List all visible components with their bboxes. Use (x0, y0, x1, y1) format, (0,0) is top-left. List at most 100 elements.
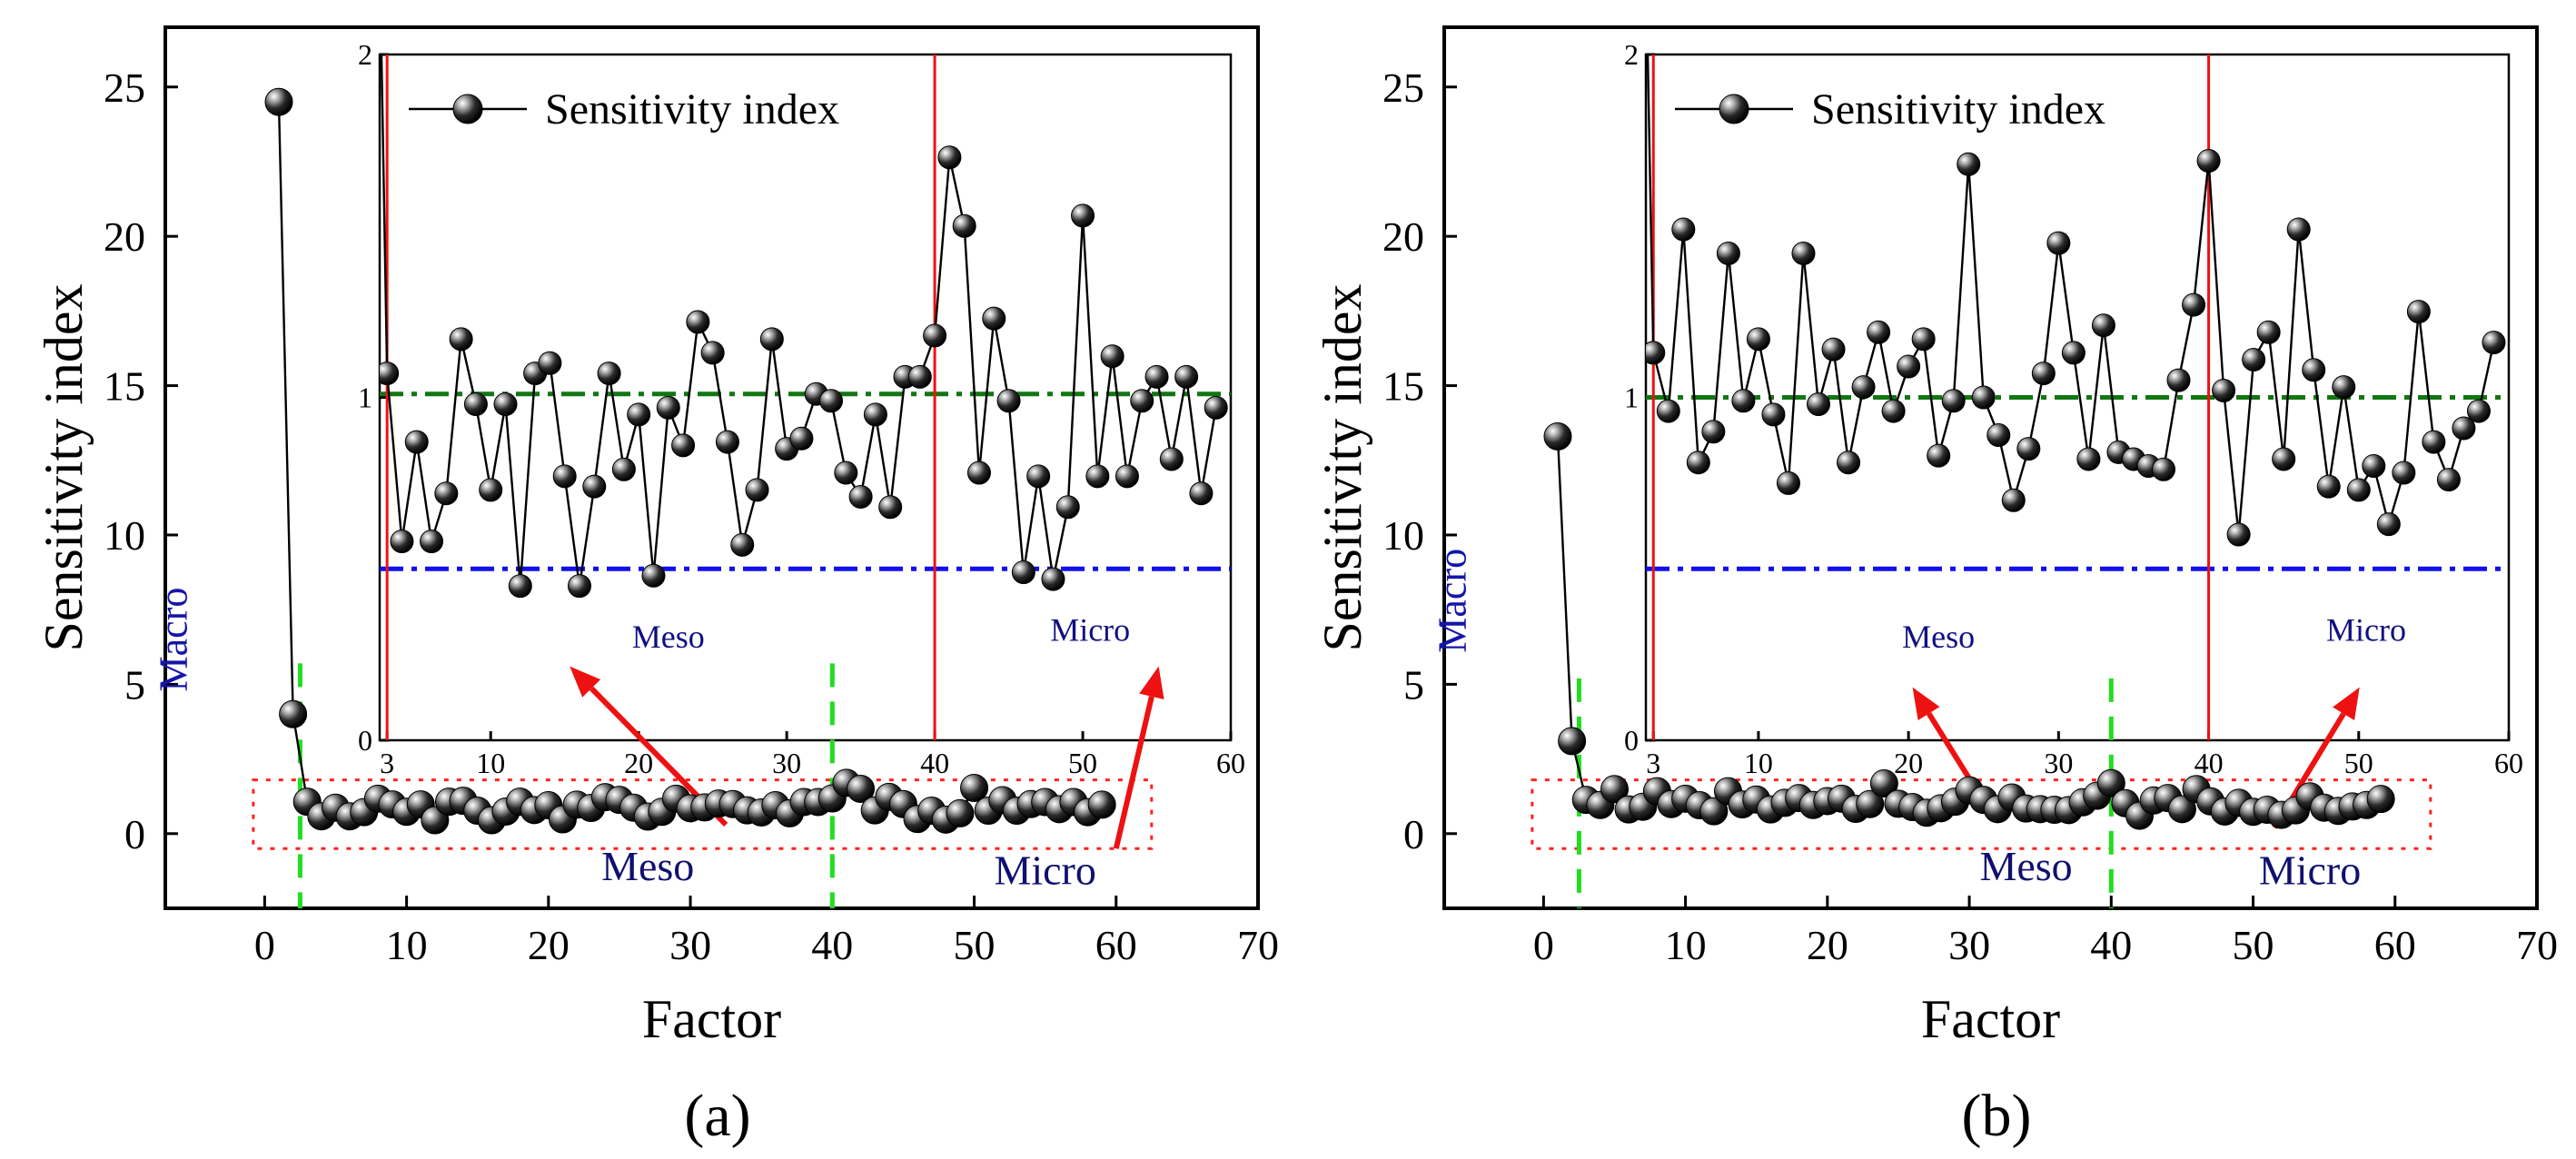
inset-data-point (2242, 347, 2266, 371)
inset-data-point (463, 392, 488, 417)
inset-data-point (1867, 320, 1891, 344)
inset-x-tick-label: 40 (920, 747, 949, 779)
inset-data-point (730, 532, 755, 557)
inset-data-point (1761, 402, 1786, 427)
x-tick-label: 60 (1095, 922, 1137, 968)
plot-frame (163, 25, 1260, 910)
region-arrow-head (2333, 687, 2360, 721)
inset-x-tick-label: 50 (2344, 747, 2373, 779)
inset-data-point (2482, 331, 2506, 355)
x-axis-label: Factor (642, 989, 781, 1049)
inset-series (1646, 54, 2506, 547)
inset-data-point (700, 341, 725, 365)
plot-frame (1442, 25, 2539, 910)
inset-data-point (1130, 389, 1154, 413)
inset-data-point (671, 433, 696, 458)
inset-data-point (2316, 474, 2341, 499)
x-tick-label: 20 (1807, 922, 1848, 968)
data-point (264, 87, 293, 116)
inset-data-point (552, 464, 577, 489)
inset-data-point (1646, 341, 1666, 365)
data-point (2167, 795, 2196, 824)
inset-data-point (597, 362, 621, 386)
inset-data-point (1927, 443, 1951, 468)
inset-data-point (1731, 389, 1756, 413)
inset-data-point (1159, 447, 1184, 471)
x-tick-label: 30 (669, 922, 711, 968)
main-series (264, 87, 1116, 835)
inset-data-point (1837, 451, 1861, 475)
inset-data-point (2152, 457, 2175, 481)
inset-data-point (611, 457, 636, 481)
inset-data-point (1971, 385, 1996, 410)
inset-data-point (1957, 152, 1981, 176)
y-axis-label: Sensitivity index (1313, 284, 1372, 652)
x-tick-label: 20 (528, 922, 570, 968)
inset-data-point (390, 530, 414, 554)
inset-data-point (2001, 488, 2026, 512)
inset-data-point (759, 327, 784, 352)
inset-data-point (1776, 471, 1800, 495)
x-tick-label: 60 (2374, 922, 2416, 968)
y-tick-label: 15 (1382, 363, 1424, 410)
inset-data-point (2196, 149, 2221, 173)
inset-series-line (1646, 54, 2495, 535)
y-tick-label: 25 (1382, 64, 1424, 111)
inset-data-point (404, 430, 429, 454)
inset-data-point (420, 530, 444, 554)
inset-y-tick-label: 1 (1624, 381, 1639, 414)
y-tick-label: 10 (104, 512, 145, 559)
x-tick-label: 0 (254, 922, 275, 968)
inset-data-point (715, 430, 739, 454)
macro-label: Macro (1430, 549, 1474, 653)
inset-data-point (878, 495, 903, 520)
data-point (2366, 785, 2395, 814)
inset-data-point (1746, 327, 1770, 352)
inset-data-point (2016, 437, 2041, 461)
inset-data-point (1041, 567, 1065, 591)
inset-data-point (2256, 320, 2281, 344)
inset-data-point (2286, 217, 2311, 242)
inset-data-point (2422, 430, 2446, 454)
inset-data-point (1144, 364, 1169, 389)
y-tick-label: 0 (124, 811, 145, 857)
inset-data-point (434, 481, 459, 506)
inset-data-point (1911, 327, 1936, 352)
inset-data-point (966, 461, 991, 485)
inset-x-tick-label: 10 (476, 747, 505, 779)
inset-y-tick-label: 0 (358, 724, 372, 757)
data-point (1600, 775, 1629, 804)
micro-label: Micro (2259, 847, 2361, 894)
inset-data-point (567, 574, 591, 599)
inset-data-point (1716, 241, 1740, 265)
inset-data-point (848, 484, 873, 509)
data-point (1869, 769, 1898, 798)
region-arrow-head (1912, 687, 1940, 720)
inset-data-point (449, 327, 473, 352)
inset-data-point (1791, 241, 1816, 265)
meso-label: Meso (1979, 843, 2072, 889)
panel-label: (b) (1962, 1083, 2032, 1149)
inset-data-point (2046, 231, 2071, 255)
inset-data-point (2302, 358, 2326, 382)
inset-micro-label: Micro (1050, 612, 1130, 649)
inset-data-point (1851, 375, 1876, 400)
inset-data-point (1115, 464, 1139, 489)
macro-label: Macro (151, 588, 195, 692)
inset-data-point (2452, 416, 2476, 441)
inset-data-point (2466, 399, 2491, 423)
inset-x-tick-label: 10 (1744, 747, 1773, 779)
inset-data-point (627, 402, 651, 427)
main-series (1543, 421, 2395, 830)
inset-meso-label: Meso (632, 619, 705, 655)
inset-data-point (907, 364, 932, 389)
data-point (946, 798, 975, 827)
region-box (252, 778, 1154, 850)
panel-label: (a) (684, 1083, 750, 1149)
inset-data-point (952, 213, 976, 238)
inset-x-tick-label: 60 (2494, 747, 2523, 779)
x-tick-label: 0 (1533, 922, 1554, 968)
region-arrow-head (1139, 666, 1164, 699)
inset-data-point (1701, 420, 1726, 444)
